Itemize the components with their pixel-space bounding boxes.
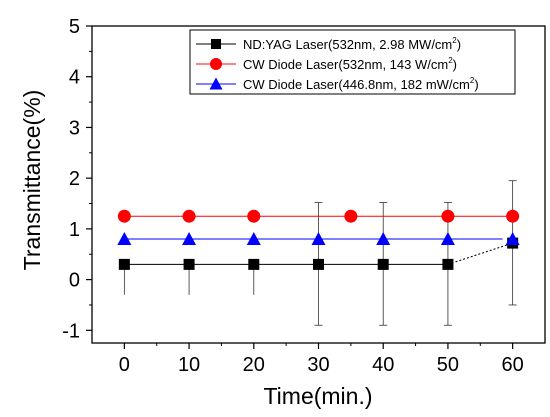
legend-item-3-label: CW Diode Laser(446.8nm, 182 mW/cm2) <box>243 76 479 92</box>
series-3-point <box>117 232 132 246</box>
series-1-point <box>442 258 454 270</box>
series-3-point <box>440 232 455 246</box>
legend-item-2-label: CW Diode Laser(532nm, 143 W/cm2) <box>243 56 457 72</box>
y-tick-label: 2 <box>69 168 80 190</box>
y-tick-label: 0 <box>69 270 80 292</box>
x-tick-label: 60 <box>502 354 524 376</box>
y-tick-label: 4 <box>69 67 80 89</box>
x-axis-title: Time(min.) <box>263 383 372 409</box>
legend-box <box>189 29 516 95</box>
legend-item-2-marker <box>210 58 222 70</box>
legend-item-2-label-sup: 2 <box>448 56 453 65</box>
legend-item-3-label-end: ) <box>474 77 478 92</box>
x-tick-label: 0 <box>119 354 130 376</box>
series-2-point <box>182 209 196 223</box>
legend-item-1-label-end: ) <box>457 37 461 52</box>
legend-item-1-marker <box>211 39 221 49</box>
series-2-point <box>117 209 131 223</box>
series-1-point <box>183 258 195 270</box>
x-tick-label: 40 <box>372 354 394 376</box>
y-tick-label: 5 <box>69 16 80 38</box>
series-3-point <box>311 232 326 246</box>
legend-item-1-label-main: ND:YAG Laser(532nm, 2.98 MW/cm <box>243 37 452 52</box>
series-2-point <box>344 209 358 223</box>
series-1-point <box>248 258 260 270</box>
series-markers <box>117 209 520 270</box>
legend-item-3-label-main: CW Diode Laser(446.8nm, 182 mW/cm <box>243 77 470 92</box>
y-tick-label: -1 <box>62 320 80 342</box>
x-tick-label: 10 <box>178 354 200 376</box>
y-tick-label: 3 <box>69 117 80 139</box>
series-1-point <box>118 258 130 270</box>
legend-item-3-marker <box>209 77 223 90</box>
y-axis-title: Transmittance(%) <box>19 90 45 271</box>
error-bars <box>123 180 517 326</box>
y-tick-label: 1 <box>69 219 80 241</box>
legend-item-1-label: ND:YAG Laser(532nm, 2.98 MW/cm2) <box>243 36 461 52</box>
series-1-point <box>313 258 324 270</box>
legend-item-3-label-sup: 2 <box>470 76 475 85</box>
legend-item-1-label-sup: 2 <box>452 36 457 45</box>
legend-item-2-label-end: ) <box>453 57 457 72</box>
series-3-point <box>505 232 520 246</box>
series-1-point <box>377 258 389 270</box>
legend: ND:YAG Laser(532nm, 2.98 MW/cm2)CW Diode… <box>189 29 516 95</box>
x-tick-label: 30 <box>307 354 329 376</box>
x-tick-label: 50 <box>437 354 459 376</box>
x-tick-label: 20 <box>243 354 265 376</box>
series-2-point <box>441 209 455 223</box>
series-3-point <box>246 232 261 246</box>
legend-item-2-label-main: CW Diode Laser(532nm, 143 W/cm <box>243 57 448 72</box>
series-3-point <box>182 232 197 246</box>
series-2-point <box>506 209 520 223</box>
series-1-line-segment <box>447 242 513 265</box>
series-3-point <box>376 232 391 246</box>
axis-ticks: 0 10 20 30 40 50 60 -1 0 1 2 3 4 5 <box>62 16 524 376</box>
series-2-point <box>247 209 261 223</box>
